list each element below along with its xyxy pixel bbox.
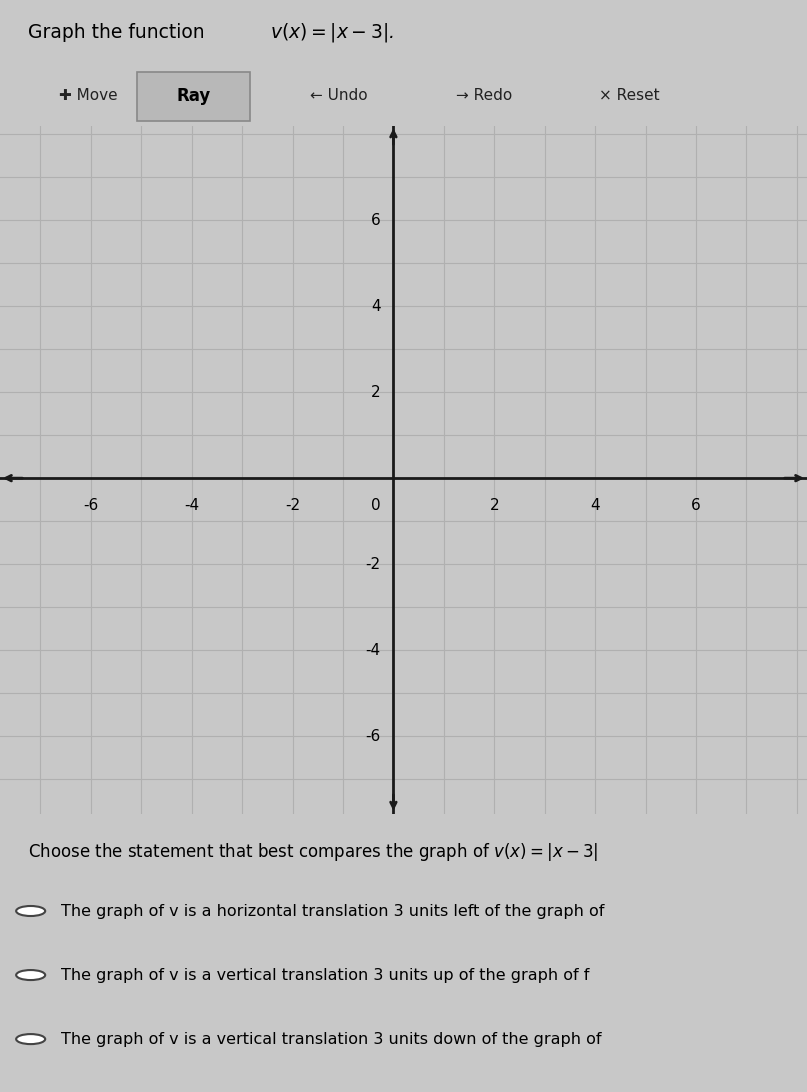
Circle shape bbox=[16, 1034, 45, 1044]
Text: 2: 2 bbox=[371, 384, 381, 400]
Text: -2: -2 bbox=[366, 557, 381, 571]
Text: ✚ Move: ✚ Move bbox=[60, 88, 118, 103]
Text: Graph the function: Graph the function bbox=[28, 23, 211, 43]
Text: 2: 2 bbox=[490, 498, 499, 512]
Text: Ray: Ray bbox=[177, 86, 211, 105]
Text: ← Undo: ← Undo bbox=[310, 88, 368, 103]
Text: × Reset: × Reset bbox=[599, 88, 660, 103]
Text: → Redo: → Redo bbox=[456, 88, 512, 103]
Circle shape bbox=[16, 906, 45, 916]
Text: -6: -6 bbox=[83, 498, 98, 512]
Text: The graph of v is a vertical translation 3 units down of the graph of: The graph of v is a vertical translation… bbox=[61, 1032, 601, 1046]
Text: -4: -4 bbox=[184, 498, 199, 512]
Text: -6: -6 bbox=[366, 728, 381, 744]
Text: The graph of v is a horizontal translation 3 units left of the graph of: The graph of v is a horizontal translati… bbox=[61, 903, 604, 918]
Text: $v(x) = |x - 3|$.: $v(x) = |x - 3|$. bbox=[270, 21, 395, 45]
Circle shape bbox=[16, 970, 45, 980]
Text: -4: -4 bbox=[366, 643, 381, 657]
FancyBboxPatch shape bbox=[137, 72, 250, 121]
Text: 6: 6 bbox=[691, 498, 701, 512]
Text: 0: 0 bbox=[371, 498, 381, 512]
Text: Choose the statement that best compares the graph of $v(x) = |x - 3|$: Choose the statement that best compares … bbox=[28, 841, 599, 864]
Text: 6: 6 bbox=[371, 213, 381, 227]
Text: 4: 4 bbox=[371, 299, 381, 313]
Text: 4: 4 bbox=[591, 498, 600, 512]
Text: The graph of v is a vertical translation 3 units up of the graph of f: The graph of v is a vertical translation… bbox=[61, 968, 589, 983]
Text: -2: -2 bbox=[285, 498, 300, 512]
